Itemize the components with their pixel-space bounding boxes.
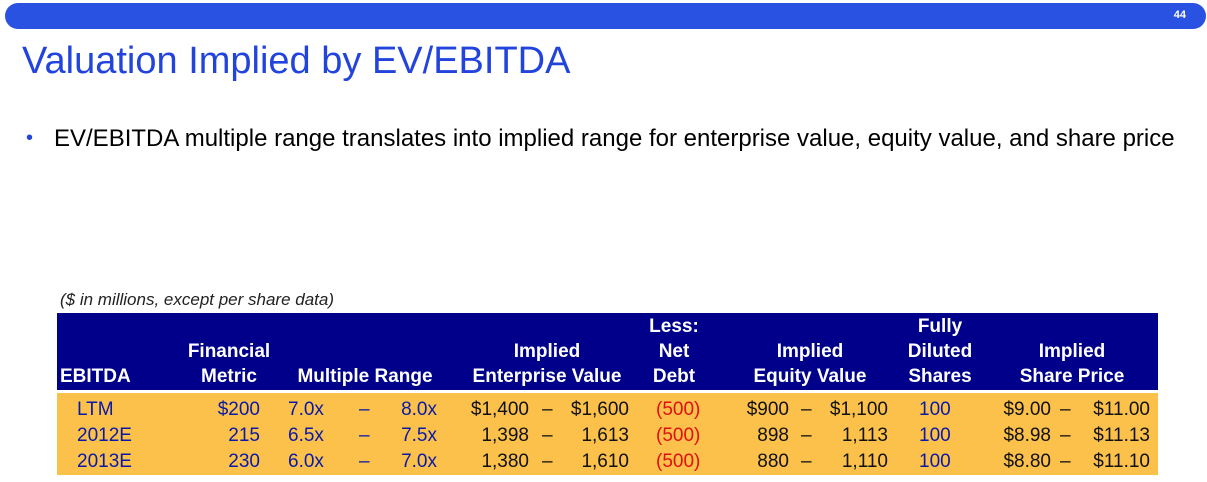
header-ebitda: EBITDA — [60, 366, 131, 387]
share-price-high-cell: $11.10 — [1093, 451, 1150, 472]
row-label: LTM — [77, 399, 114, 420]
table-header: EBITDA Financial Metric Multiple Range I… — [57, 313, 1158, 390]
range-dash: – — [1060, 425, 1071, 446]
table-note: ($ in millions, except per share data) — [60, 290, 335, 309]
equity-low-cell: $900 — [746, 399, 789, 420]
header-financial-metric: Financial Metric — [187, 341, 271, 387]
row-label: 2013E — [77, 451, 132, 472]
net-debt-cell: (500) — [656, 451, 701, 472]
share-price-low-cell: $9.00 — [1003, 399, 1051, 420]
net-debt-cell: (500) — [656, 399, 701, 420]
bullet-icon: • — [26, 127, 34, 149]
financial-metric-cell: $200 — [217, 399, 260, 420]
page-number: 44 — [1173, 9, 1186, 21]
row-label: 2012E — [77, 425, 132, 446]
range-dash: – — [542, 399, 553, 420]
range-dash: – — [359, 425, 370, 446]
header-implied-share-price: Implied Share Price — [1019, 341, 1125, 387]
table-body — [57, 393, 1158, 475]
multiple-high-cell: 7.5x — [401, 425, 437, 446]
ev-low-cell: $1,400 — [470, 399, 529, 420]
range-dash: – — [359, 399, 370, 420]
financial-metric-cell: 230 — [228, 451, 260, 472]
diluted-shares-cell: 100 — [919, 425, 951, 446]
share-price-low-cell: $8.80 — [1003, 451, 1051, 472]
multiple-low-cell: 6.5x — [288, 425, 324, 446]
diluted-shares-cell: 100 — [919, 451, 951, 472]
multiple-low-cell: 7.0x — [288, 399, 324, 420]
header-implied-equity: Implied Equity Value — [753, 341, 867, 387]
range-dash: – — [1060, 451, 1071, 472]
range-dash: – — [542, 451, 553, 472]
page-title: Valuation Implied by EV/EBITDA — [22, 40, 571, 82]
header-implied-ev: Implied Enterprise Value — [472, 341, 622, 387]
bullet-item: • EV/EBITDA multiple range translates in… — [26, 123, 1176, 154]
range-dash: – — [801, 451, 812, 472]
share-price-high-cell: $11.13 — [1093, 425, 1150, 446]
ev-high-cell: 1,610 — [581, 451, 629, 472]
multiple-low-cell: 6.0x — [288, 451, 324, 472]
header-net-debt: Less: Net Debt — [649, 316, 699, 387]
multiple-high-cell: 8.0x — [401, 399, 437, 420]
table-row: LTM $200 7.0x – 8.0x $1,400 – $1,600 (50… — [57, 397, 1158, 423]
top-banner: 44 — [5, 3, 1206, 29]
share-price-high-cell: $11.00 — [1093, 399, 1150, 420]
header-multiple-range: Multiple Range — [297, 366, 433, 387]
equity-high-cell: 1,110 — [841, 451, 888, 472]
range-dash: – — [359, 451, 370, 472]
equity-low-cell: 898 — [757, 425, 789, 446]
bullet-text: EV/EBITDA multiple range translates into… — [54, 125, 1175, 152]
ev-low-cell: 1,380 — [481, 451, 529, 472]
share-price-low-cell: $8.98 — [1003, 425, 1051, 446]
equity-high-cell: 1,113 — [841, 425, 888, 446]
diluted-shares-cell: 100 — [919, 399, 951, 420]
multiple-high-cell: 7.0x — [401, 451, 437, 472]
table-row: 2013E 230 6.0x – 7.0x 1,380 – 1,610 (500… — [57, 449, 1158, 475]
range-dash: – — [1060, 399, 1071, 420]
ev-high-cell: $1,600 — [570, 399, 629, 420]
header-diluted-shares: Fully Diluted Shares — [907, 316, 973, 387]
ev-low-cell: 1,398 — [481, 425, 529, 446]
table-row: 2012E 215 6.5x – 7.5x 1,398 – 1,613 (500… — [57, 423, 1158, 449]
range-dash: – — [801, 425, 812, 446]
range-dash: – — [542, 425, 553, 446]
equity-high-cell: $1,100 — [829, 399, 888, 420]
financial-metric-cell: 215 — [228, 425, 260, 446]
net-debt-cell: (500) — [656, 425, 701, 446]
equity-low-cell: 880 — [757, 451, 789, 472]
range-dash: – — [801, 399, 812, 420]
ev-high-cell: 1,613 — [581, 425, 629, 446]
